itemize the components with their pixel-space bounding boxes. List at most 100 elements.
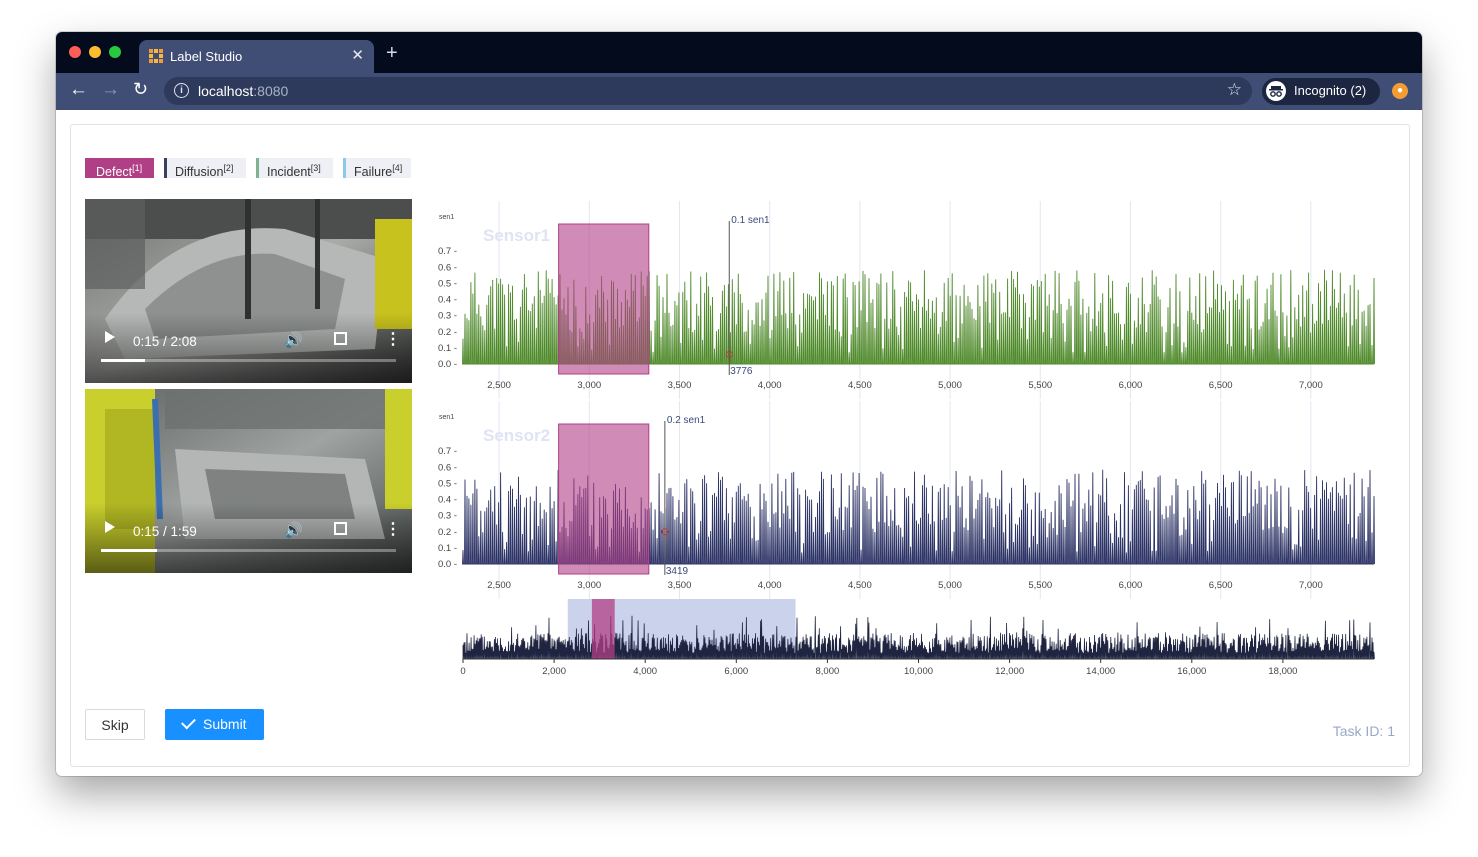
close-window-button[interactable] xyxy=(69,46,81,58)
y-tick-label: 0.5 - xyxy=(438,278,457,289)
overview-x-tick-label: 2,000 xyxy=(542,666,566,677)
defect-region xyxy=(558,423,650,575)
submit-button[interactable]: Submit xyxy=(165,709,264,740)
video-time: 0:15 / 1:59 xyxy=(133,524,197,539)
cursor-value-label: 0.1 sen1 xyxy=(731,215,770,226)
cursor-x-label: 3776 xyxy=(730,366,753,377)
video-player-1[interactable]: 0:15 / 2:08 🔊 ⋮ xyxy=(85,199,412,383)
defect-region xyxy=(558,223,650,375)
y-tick-label: 0.5 - xyxy=(438,478,457,489)
overview-defect-region xyxy=(591,599,615,659)
video-seek-bar[interactable] xyxy=(101,549,396,552)
play-icon[interactable] xyxy=(105,331,115,343)
sensor-title: Sensor2 xyxy=(483,426,550,445)
volume-icon[interactable]: 🔊 xyxy=(284,332,303,349)
y-tick-label: 0.7 - xyxy=(438,246,457,257)
video-controls-shade xyxy=(85,503,412,573)
more-options-icon[interactable]: ⋮ xyxy=(385,521,401,538)
overview-x-tick-label: 8,000 xyxy=(816,666,840,677)
overview-x-tick-label: 6,000 xyxy=(724,666,748,677)
fullscreen-icon[interactable] xyxy=(334,522,347,535)
skip-button[interactable]: Skip xyxy=(85,709,145,740)
label-incident-hotkey: [3] xyxy=(310,163,321,173)
x-tick-label: 6,000 xyxy=(1119,380,1143,391)
browser-toolbar: ← → ↻ i localhost:8080 ☆ Incognito (2) ● xyxy=(56,73,1422,110)
x-tick-label: 4,500 xyxy=(848,580,872,591)
y-tick-label: 0.0 - xyxy=(438,359,457,370)
minimize-window-button[interactable] xyxy=(89,46,101,58)
bookmark-star-icon[interactable]: ☆ xyxy=(1226,80,1242,99)
video-time: 0:15 / 2:08 xyxy=(133,334,197,349)
labeling-panel: Defect[1] Diffusion[2] Incident[3] Failu… xyxy=(70,124,1410,767)
sensor-chart-1: Sensor1 sen1 0.0 - 0.1 - 0.2 - 0.3 - 0.4 - 0.5 … xyxy=(438,201,1375,399)
y-axis-label: sen1 xyxy=(439,214,454,221)
x-tick-label: 6,500 xyxy=(1209,580,1233,591)
x-tick-label: 6,000 xyxy=(1119,580,1143,591)
extension-icon[interactable]: ● xyxy=(1392,83,1408,99)
incognito-button[interactable]: Incognito (2) xyxy=(1262,78,1380,105)
incognito-label: Incognito (2) xyxy=(1294,83,1367,98)
url-port: :8080 xyxy=(253,83,289,99)
label-defect[interactable]: Defect[1] xyxy=(85,158,154,180)
label-diffusion-hotkey: [2] xyxy=(223,163,234,173)
label-diffusion[interactable]: Diffusion[2] xyxy=(164,158,246,179)
new-tab-button[interactable]: + xyxy=(386,42,398,64)
overview-x-tick-label: 0 xyxy=(460,666,465,677)
cursor-value-label: 0.2 sen1 xyxy=(667,415,706,426)
back-arrow-icon[interactable]: ← xyxy=(69,79,88,100)
y-tick-label: 0.2 - xyxy=(438,527,457,538)
label-incident[interactable]: Incident[3] xyxy=(256,158,333,180)
volume-icon[interactable]: 🔊 xyxy=(284,522,303,539)
fullscreen-icon[interactable] xyxy=(334,332,347,345)
video-player-2[interactable]: 0:15 / 1:59 🔊 ⋮ xyxy=(85,389,412,573)
address-bar[interactable]: i localhost:8080 ☆ xyxy=(164,77,1252,105)
y-tick-label: 0.3 - xyxy=(438,511,457,522)
label-defect-hotkey: [1] xyxy=(132,163,143,173)
label-incident-text: Incident xyxy=(267,165,311,180)
x-tick-label: 5,500 xyxy=(1028,580,1052,591)
sensor-chart-2: Sensor2 sen1 0.0 - 0.1 - 0.2 - 0.3 - 0.4 - 0.5 … xyxy=(438,401,1375,599)
x-tick-label: 4,000 xyxy=(758,580,782,591)
check-icon xyxy=(181,714,196,730)
x-tick-label: 3,000 xyxy=(577,380,601,391)
y-tick-label: 0.0 - xyxy=(438,559,457,570)
video-seek-bar[interactable] xyxy=(101,359,396,362)
browser-tab[interactable]: Label Studio ✕ xyxy=(139,40,374,73)
submit-label: Submit xyxy=(203,716,247,732)
reload-icon[interactable]: ↻ xyxy=(133,79,149,99)
tab-title: Label Studio xyxy=(170,49,243,64)
y-axis-label: sen1 xyxy=(439,414,454,421)
close-tab-icon[interactable]: ✕ xyxy=(351,47,364,64)
zoom-window-button[interactable] xyxy=(109,46,121,58)
label-failure[interactable]: Failure[4] xyxy=(343,158,411,180)
overview-x-tick-label: 12,000 xyxy=(995,666,1024,677)
label-failure-text: Failure xyxy=(354,165,393,180)
overview-chart: 0 2,000 4,000 6,000 8,000 10,000 12,000 14,000 1… xyxy=(460,599,1375,677)
x-tick-label: 5,500 xyxy=(1028,380,1052,391)
x-tick-label: 2,500 xyxy=(487,380,511,391)
y-tick-label: 0.6 - xyxy=(438,462,457,473)
x-tick-label: 4,000 xyxy=(758,380,782,391)
timeseries-charts[interactable]: Sensor1 sen1 0.0 - 0.1 - 0.2 - 0.3 - 0.4 - 0.5 … xyxy=(431,201,1391,681)
x-tick-label: 3,000 xyxy=(577,580,601,591)
x-tick-label: 3,500 xyxy=(668,580,692,591)
label-studio-favicon-icon xyxy=(149,49,163,63)
overview-x-tick-label: 16,000 xyxy=(1177,666,1206,677)
play-icon[interactable] xyxy=(105,521,115,533)
overview-x-tick-label: 18,000 xyxy=(1268,666,1297,677)
x-tick-label: 2,500 xyxy=(487,580,511,591)
task-id: Task ID: 1 xyxy=(1332,723,1395,739)
y-tick-label: 0.1 - xyxy=(438,343,457,354)
more-options-icon[interactable]: ⋮ xyxy=(385,331,401,348)
x-tick-label: 4,500 xyxy=(848,380,872,391)
x-tick-label: 5,000 xyxy=(938,380,962,391)
overview-x-tick-label: 14,000 xyxy=(1086,666,1115,677)
y-tick-label: 0.7 - xyxy=(438,446,457,457)
info-icon[interactable]: i xyxy=(174,83,189,98)
video-controls-shade xyxy=(85,313,412,383)
label-defect-text: Defect xyxy=(96,165,133,180)
y-tick-label: 0.2 - xyxy=(438,327,457,338)
title-bar: Label Studio ✕ + xyxy=(56,32,1422,73)
url-host: localhost xyxy=(198,83,254,99)
forward-arrow-icon[interactable]: → xyxy=(101,79,120,100)
